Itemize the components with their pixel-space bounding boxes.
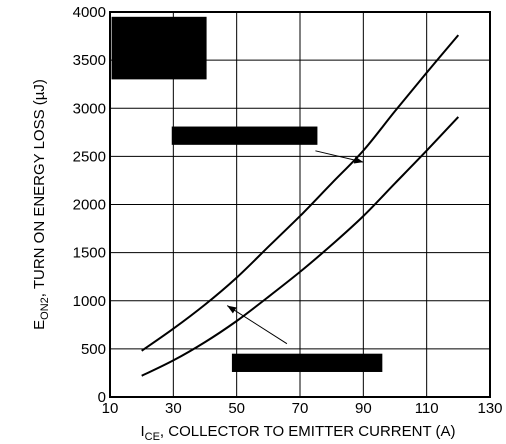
- x-tick-label: 110: [415, 400, 439, 417]
- y-tick-label: 4000: [73, 4, 106, 21]
- y-axis-title-main: E: [31, 320, 48, 330]
- y-tick-label: 3500: [73, 52, 106, 69]
- x-tick-label: 90: [355, 400, 372, 417]
- y-tick-label: 1000: [73, 293, 106, 310]
- x-axis-title-sub: CE: [145, 431, 160, 443]
- y-tick-label: 0: [98, 389, 106, 406]
- y-axis-title: EON2, TURN ON ENERGY LOSS (µJ): [31, 79, 51, 330]
- x-tick-label: 130: [477, 400, 502, 417]
- x-axis-title-main: I: [140, 423, 144, 440]
- series-line-1: [141, 34, 460, 352]
- redaction-block-2: [171, 126, 318, 145]
- annotation-arrowhead-2: [227, 305, 237, 314]
- y-tick-label: 1500: [73, 245, 106, 262]
- x-axis-title: ICE, COLLECTOR TO EMITTER CURRENT (A): [140, 423, 455, 443]
- x-tick-labels: 10 30 50 70 90 110 130: [102, 400, 503, 417]
- x-tick-label: 30: [165, 400, 182, 417]
- redaction-layer: [111, 16, 383, 372]
- y-tick-labels: 0 500 1000 1500 2000 2500 3000 3500 4000: [73, 4, 106, 406]
- annotation-arrowhead-1: [353, 156, 364, 164]
- series-layer: [141, 34, 460, 377]
- x-tick-label: 10: [102, 400, 119, 417]
- grid: [109, 11, 491, 398]
- x-tick-label: 50: [228, 400, 245, 417]
- y-tick-label: 2000: [73, 197, 106, 214]
- y-tick-label: 500: [81, 341, 106, 358]
- x-tick-label: 70: [292, 400, 309, 417]
- annotation-layer: [226, 150, 364, 345]
- y-tick-label: 3000: [73, 100, 106, 117]
- annotation-leader-2: [226, 305, 288, 345]
- redaction-block-3: [231, 353, 383, 372]
- y-axis-title-sub: ON2: [39, 297, 51, 320]
- y-tick-label: 2500: [73, 148, 106, 165]
- x-axis-title-rest: , COLLECTOR TO EMITTER CURRENT (A): [160, 423, 456, 440]
- series-line-2: [141, 116, 460, 377]
- redaction-block-1: [111, 16, 207, 80]
- y-axis-title-rest: , TURN ON ENERGY LOSS (µJ): [31, 79, 48, 297]
- plot-frame: [109, 11, 491, 398]
